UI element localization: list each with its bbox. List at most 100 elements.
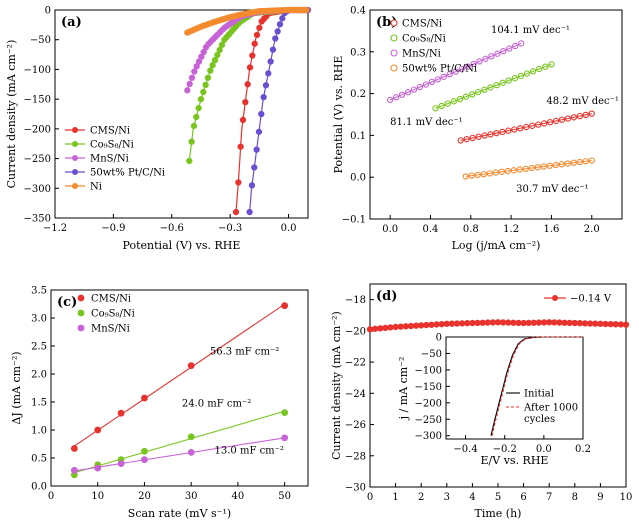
after-cycles-curve [491,336,583,436]
cms-ni-point [187,362,195,369]
co9s8-ni-point [218,41,226,48]
co9s8-ni-fit [435,63,552,109]
slope-annotation: 30.7 mV dec⁻¹ [516,184,589,195]
inset-legend-label: cycles [524,414,555,425]
legend-label: CMS/Ni [90,126,130,137]
y-tick-label: 2.5 [31,342,47,353]
x-tick-label: 1.2 [503,224,519,235]
y-axis-label: Current density (mA cm⁻²) [5,40,18,189]
pt-c-ni-point [253,146,260,153]
ni-point [303,6,310,14]
x-tick-label: −0.4 [453,444,477,455]
pt-c-ni-point [279,15,286,22]
x-tick-label: 8 [572,492,578,503]
legend-marker [390,64,398,72]
co9s8-ni-point [214,51,221,59]
stability-point [592,320,599,327]
stability-point [464,320,471,327]
cms-ni-point [239,116,247,124]
stability-point [546,319,553,326]
y-tick-label: 3.0 [31,314,47,325]
stability-point [525,319,532,327]
legend-label: Ni [90,182,102,193]
mns-ni-point [518,40,525,47]
y-tick-label: −50 [421,349,442,360]
legend-marker [77,309,85,317]
stability-point [581,320,589,327]
mns-ni-point [198,53,205,60]
stability-point [428,321,435,328]
stability-point [587,320,594,327]
y-tick-label: −30 [345,483,366,494]
stability-point [484,319,491,326]
mns-ni-fit [74,437,285,472]
legend-label: 50wt% Pt/C/Ni [90,168,165,179]
x-tick-label: −0.2 [493,444,517,455]
stability-point [469,319,476,327]
y-tick-label: −18 [345,295,366,306]
x-tick-label: 20 [138,491,151,502]
pt-c-ni-point [276,21,284,28]
pt-c-ni-fit [465,159,592,177]
stability-point [402,323,409,330]
co9s8-ni-point [281,409,289,417]
mns-ni-point [188,74,196,81]
panel-label: (d) [376,289,397,304]
y-tick-label: −150 [24,95,51,106]
x-tick-label: 7 [546,492,552,503]
stability-point [489,319,497,326]
slope-annotation: 48.2 mV dec⁻¹ [546,96,619,107]
co9s8-ni-point [204,74,212,81]
x-tick-label: −0.3 [218,223,242,234]
x-tick-label: −1.2 [43,223,67,234]
y-tick-label: 0.2 [350,89,366,100]
legend-marker [72,169,78,175]
mns-ni-point [94,464,102,472]
mns-ni-point [193,63,200,70]
mns-ni-point [195,58,203,65]
co9s8-ni-point [202,81,209,89]
stability-point [540,319,548,326]
y-tick-label: −50 [30,35,51,46]
y-axis-label: Current density (mA cm⁻²) [330,311,343,460]
stability-point [515,319,522,327]
stability-point [377,325,384,332]
stability-point [453,320,461,327]
y-tick-label: −20 [345,326,366,337]
mns-ni-point [141,456,148,464]
stability-point [433,321,440,328]
plot-frame [50,289,309,487]
co9s8-ni-point [195,104,202,112]
mns-ni-point [184,87,191,94]
pt-c-ni-point [267,58,274,65]
y-tick-label: 0.0 [31,482,47,493]
legend-marker [77,324,85,332]
x-axis-label: Time (h) [475,507,522,520]
co9s8-ni-point [207,67,214,74]
stability-point [499,319,507,326]
mns-ni-point [191,68,198,75]
cms-ni-point [70,445,78,452]
y-tick-label: 0.0 [350,173,366,184]
inset-y-axis-label: j / mA cm⁻² [397,357,410,422]
co9s8-ni-point [197,95,205,103]
legend-marker [390,19,398,27]
x-tick-label: 0.0 [536,444,552,455]
y-tick-label: −300 [415,431,442,442]
legend-label: CMS/Ni [91,294,131,305]
legend-label: MnS/Ni [402,49,441,60]
stability-point [535,319,543,326]
pt-c-ni-point [274,28,281,35]
legend-marker [390,49,398,57]
co9s8-ni-point [186,157,193,165]
cms-ni-point [117,409,125,417]
cms-ni-point [249,52,256,59]
x-tick-label: 0.8 [463,224,479,235]
cms-ni-point [94,426,102,434]
x-tick-label: 1 [392,492,398,503]
mns-ni-fit [389,42,522,101]
stability-point [438,320,445,328]
y-tick-label: 0 [436,333,442,344]
x-tick-label: 2.0 [584,224,600,235]
inset-x-axis-label: E/V vs. RHE [481,454,549,467]
